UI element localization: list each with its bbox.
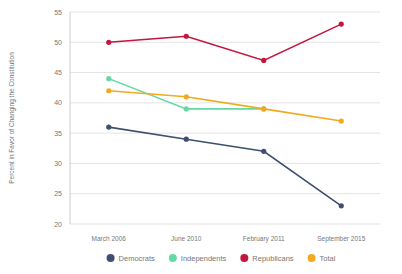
legend-marker xyxy=(169,254,177,262)
x-tick-label: March 2006 xyxy=(92,235,127,242)
point xyxy=(339,22,344,27)
point xyxy=(261,106,266,111)
point xyxy=(106,124,111,129)
point xyxy=(339,118,344,123)
point xyxy=(261,58,266,63)
legend-marker xyxy=(107,254,115,262)
grid-line xyxy=(70,72,380,73)
series-line xyxy=(109,127,342,206)
tick-label: 40 xyxy=(54,99,62,106)
legend-label: Democrats xyxy=(119,254,156,263)
point xyxy=(339,203,344,208)
point xyxy=(184,137,189,142)
point xyxy=(261,149,266,154)
point xyxy=(184,34,189,39)
x-tick-label: February 2011 xyxy=(243,235,285,243)
series-line xyxy=(109,24,342,60)
legend-label: Independents xyxy=(181,254,227,263)
y-axis-line xyxy=(70,12,71,224)
tick-label: 45 xyxy=(54,69,62,76)
tick-label: 55 xyxy=(54,9,62,16)
series-line xyxy=(109,91,342,121)
tick-label: 20 xyxy=(54,221,62,228)
legend-label: Republicans xyxy=(252,254,294,263)
y-axis-label: Percent in Favor of Changing the Constit… xyxy=(8,52,16,184)
x-tick-label: September 2015 xyxy=(317,235,365,243)
grid-line xyxy=(70,224,380,225)
point xyxy=(106,76,111,81)
tick-label: 35 xyxy=(54,130,62,137)
point xyxy=(261,106,266,111)
tick-label: 50 xyxy=(54,39,62,46)
legend-marker xyxy=(240,254,248,262)
point xyxy=(106,40,111,45)
chart: 20 25 30 35 40 45 50 55 Percent in Favor of Chan… xyxy=(0,0,402,274)
series-line xyxy=(109,79,264,109)
tick-label: 30 xyxy=(54,160,62,167)
grid-line xyxy=(70,133,380,134)
point xyxy=(184,94,189,99)
grid-line xyxy=(70,193,380,194)
legend: Democrats Independents Republicans Total xyxy=(107,254,336,263)
tick-label: 25 xyxy=(54,190,62,197)
point xyxy=(106,88,111,93)
legend-label: Total xyxy=(320,254,336,263)
legend-marker xyxy=(308,254,316,262)
grid-line xyxy=(70,12,380,13)
plot-area xyxy=(106,22,344,209)
x-tick-label: June 2010 xyxy=(171,235,202,242)
grid-line xyxy=(70,163,380,164)
point xyxy=(184,106,189,111)
